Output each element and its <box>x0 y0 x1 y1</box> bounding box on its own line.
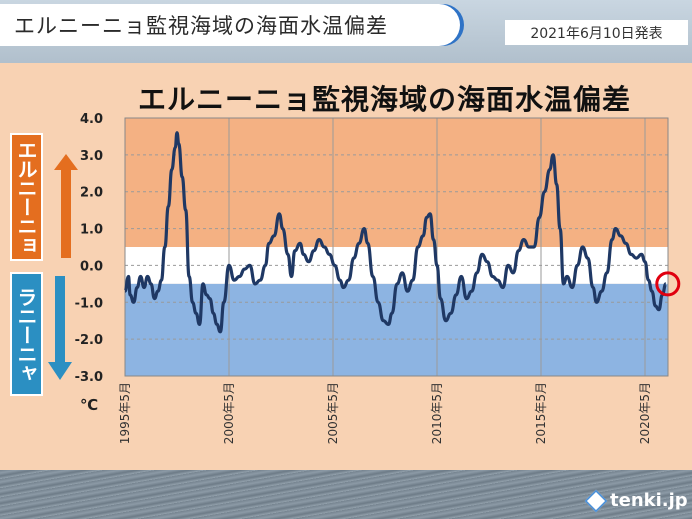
sea-background <box>0 470 692 519</box>
y-tick-label: 1.0 <box>80 223 103 238</box>
y-tick-label: 3.0 <box>80 149 103 164</box>
x-tick-label: 2005年5月 <box>326 382 340 444</box>
tenki-logo: tenki.jp <box>584 489 688 512</box>
latest-value-marker <box>655 271 681 297</box>
el-nino-band <box>125 118 668 247</box>
y-unit-label: ℃ <box>80 396 99 414</box>
y-tick-label: -3.0 <box>75 370 103 385</box>
x-tick-label: 2020年5月 <box>638 382 652 444</box>
el-nino-arrow-icon <box>54 154 78 258</box>
x-tick-label: 2010年5月 <box>430 382 444 444</box>
x-tick-label: 2000年5月 <box>222 382 236 444</box>
plot-frame <box>124 117 669 377</box>
tenki-logo-text: tenki.jp <box>610 490 688 511</box>
y-tick-label: 2.0 <box>80 186 103 201</box>
chart-title: エルニーニョ監視海域の海面水温偏差 <box>138 83 632 116</box>
anomaly-series-line <box>123 131 668 334</box>
tenki-logo-icon <box>584 489 608 512</box>
banner-title: エルニーニョ監視海域の海面水温偏差 <box>14 14 388 38</box>
y-tick-label: -1.0 <box>75 296 103 311</box>
y-tick-label: -2.0 <box>75 333 103 348</box>
y-tick-label: 4.0 <box>80 112 103 127</box>
la-nina-badge: ラニーニャ <box>10 272 43 396</box>
el-nino-badge: エルニーニョ <box>10 133 43 261</box>
release-date: 2021年6月10日発表 <box>505 20 688 45</box>
y-tick-label: 0.0 <box>80 259 103 274</box>
x-tick-label: 1995年5月 <box>118 382 132 444</box>
la-nina-band <box>125 283 668 376</box>
la-nina-arrow-icon <box>48 276 72 380</box>
banner: エルニーニョ監視海域の海面水温偏差 <box>0 4 460 46</box>
x-tick-label: 2015年5月 <box>534 382 548 444</box>
